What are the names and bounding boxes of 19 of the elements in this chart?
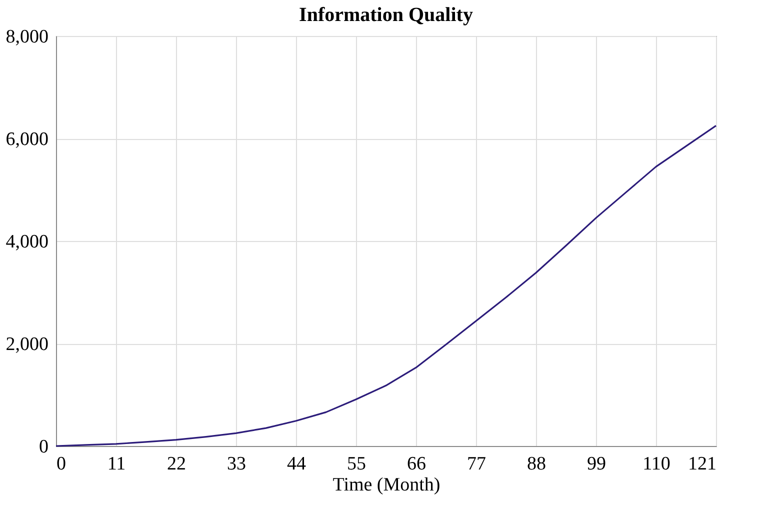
x-tick-label: 66 (407, 454, 426, 474)
x-tick-label: 33 (227, 454, 246, 474)
x-tick-label: 99 (587, 454, 606, 474)
x-tick-label: 55 (347, 454, 366, 474)
y-tick-label: 8,000 (6, 26, 48, 48)
y-tick-label: 4,000 (6, 232, 48, 252)
x-tick-label: 11 (107, 454, 126, 474)
y-tick-label: 2,000 (6, 334, 48, 355)
x-tick-label: 0 (56, 454, 66, 474)
y-tick-label: 6,000 (6, 129, 48, 150)
x-tick-label: 110 (642, 454, 670, 474)
x-tick-label: 77 (467, 454, 486, 474)
x-tick-label: 22 (167, 454, 186, 474)
chart-title: Information Quality (299, 4, 473, 26)
x-axis-title: Time (Month) (332, 474, 440, 496)
x-tick-label: 121 (688, 454, 716, 474)
x-tick-label: 44 (287, 454, 306, 474)
x-tick-label: 88 (527, 454, 546, 474)
y-tick-label: 0 (39, 436, 48, 458)
